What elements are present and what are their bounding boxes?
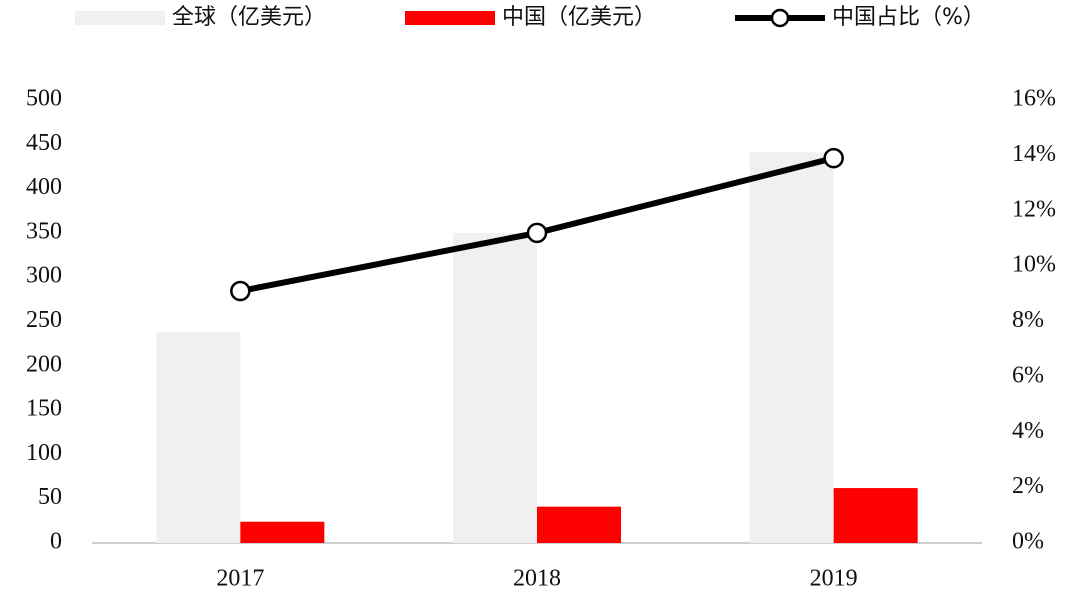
legend-label: 中国占比（%） <box>832 5 985 30</box>
y2-tick-label: 2% <box>1012 473 1044 499</box>
line-marker <box>526 222 548 244</box>
legend-swatch <box>75 11 165 25</box>
y2-tick-label: 0% <box>1012 529 1044 555</box>
line-marker <box>230 280 251 302</box>
y-tick-label: 500 <box>26 86 62 112</box>
bar <box>749 152 834 544</box>
bar <box>240 521 325 543</box>
y2-tick-label: 8% <box>1012 307 1044 333</box>
y-tick-label: 150 <box>26 396 62 422</box>
y2-tick-label: 14% <box>1012 141 1056 167</box>
legend-swatch <box>405 11 495 25</box>
line-marker <box>823 147 844 169</box>
bar <box>833 488 918 543</box>
legend-marker <box>770 8 790 28</box>
y-tick-label: 300 <box>26 263 62 289</box>
x-tick-label: 2019 <box>810 566 858 592</box>
y-tick-label: 400 <box>26 174 62 200</box>
y-tick-label: 250 <box>26 307 62 333</box>
y-tick-label: 0 <box>50 529 62 555</box>
legend-label: 中国（亿美元） <box>502 5 656 30</box>
x-tick-label: 2018 <box>513 566 561 592</box>
y-tick-label: 50 <box>38 484 62 510</box>
y-tick-label: 200 <box>26 351 62 377</box>
y-tick-label: 100 <box>26 440 62 466</box>
bar <box>537 506 621 543</box>
bar <box>453 232 537 543</box>
y2-tick-label: 6% <box>1012 362 1044 388</box>
x-tick-label: 2017 <box>216 566 264 592</box>
y2-tick-label: 12% <box>1012 196 1056 222</box>
y-tick-label: 350 <box>26 218 62 244</box>
legend-label: 全球（亿美元） <box>172 5 326 30</box>
y2-tick-label: 4% <box>1012 418 1044 444</box>
y2-tick-label: 16% <box>1012 86 1056 112</box>
bar <box>156 332 241 543</box>
y2-tick-label: 10% <box>1012 252 1056 278</box>
y-tick-label: 450 <box>26 130 62 156</box>
